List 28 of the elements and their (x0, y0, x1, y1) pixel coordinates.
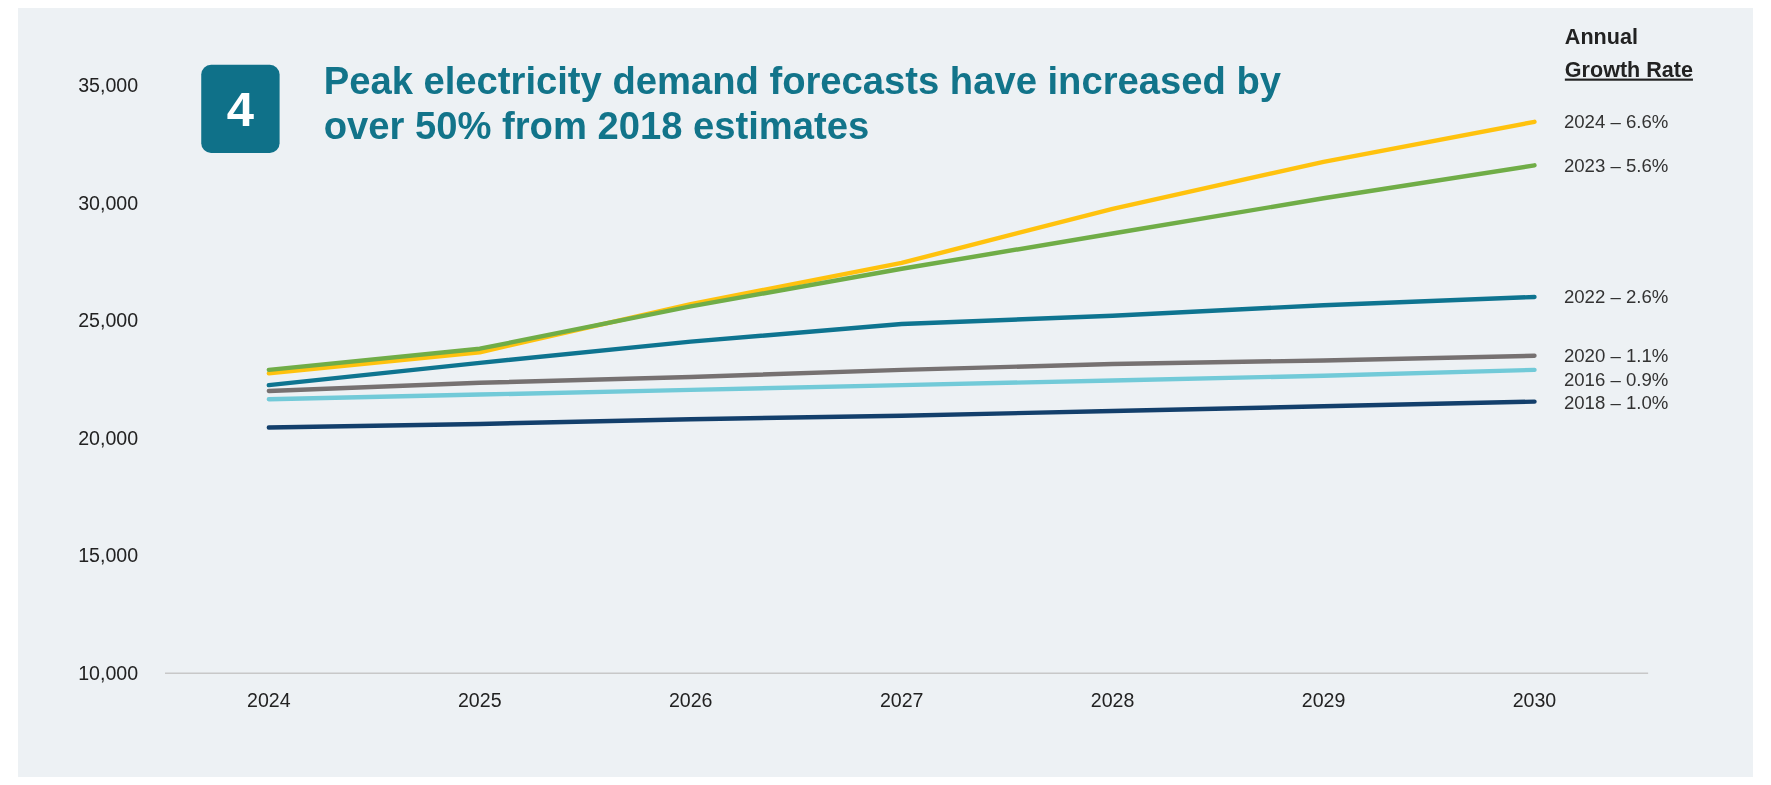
series-label: 2024 – 6.6% (1563, 111, 1669, 133)
y-tick-label: 20,000 (78, 426, 139, 449)
series-label: 2023 – 5.6% (1563, 154, 1669, 176)
x-tick-label: 2030 (1512, 689, 1557, 712)
series-label: 2018 – 1.0% (1563, 392, 1669, 414)
x-tick-label: 2028 (1090, 689, 1135, 712)
y-tick-label: 25,000 (78, 309, 139, 332)
line-series (266, 399, 1537, 430)
series-label: 2016 – 0.9% (1563, 368, 1669, 390)
line-series (266, 163, 1537, 373)
x-tick-label: 2027 (879, 689, 924, 712)
number-badge: 4 (201, 64, 280, 153)
x-tick-label: 2024 (247, 689, 291, 712)
y-tick-label: 35,000 (78, 74, 139, 97)
y-tick-label: 15,000 (78, 544, 139, 567)
annotation: 4 (226, 82, 255, 137)
legend-title: Annual Growth Rate (1564, 24, 1693, 82)
x-tick-label: 2026 (668, 689, 713, 712)
series-label: 2022 – 2.6% (1563, 286, 1669, 308)
chart-title: Peak electricity demand forecasts have increased by over 50% from 2018 estimates (323, 59, 1282, 148)
x-tick-label: 2029 (1301, 689, 1346, 712)
line-series (266, 353, 1537, 394)
x-tick-label: 2025 (457, 689, 502, 712)
line-series (266, 367, 1537, 402)
series-label: 2020 – 1.1% (1563, 345, 1669, 367)
line-series (266, 294, 1537, 388)
y-tick-label: 10,000 (78, 662, 139, 685)
y-tick-label: 30,000 (78, 191, 139, 214)
